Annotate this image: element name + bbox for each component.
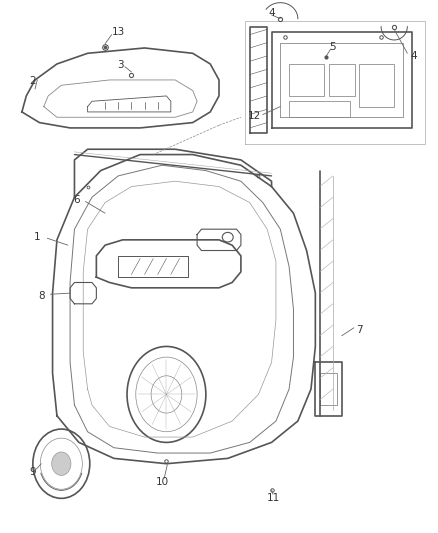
Text: 4: 4: [410, 51, 417, 61]
Text: 4: 4: [268, 9, 275, 18]
Text: 10: 10: [155, 478, 169, 487]
Circle shape: [52, 452, 71, 475]
Text: 1: 1: [34, 232, 41, 242]
Text: 9: 9: [29, 467, 36, 477]
Bar: [359, 64, 394, 107]
Text: 6: 6: [73, 195, 80, 205]
Bar: [328, 64, 355, 96]
Text: 3: 3: [117, 60, 124, 70]
Text: 12: 12: [247, 111, 261, 120]
Text: 7: 7: [356, 326, 363, 335]
Text: 5: 5: [329, 42, 336, 52]
Text: 2: 2: [29, 76, 36, 86]
Bar: [289, 101, 350, 117]
Text: 8: 8: [38, 291, 45, 301]
Text: 11: 11: [267, 494, 280, 503]
Text: 13: 13: [112, 27, 125, 37]
Bar: [289, 64, 324, 96]
